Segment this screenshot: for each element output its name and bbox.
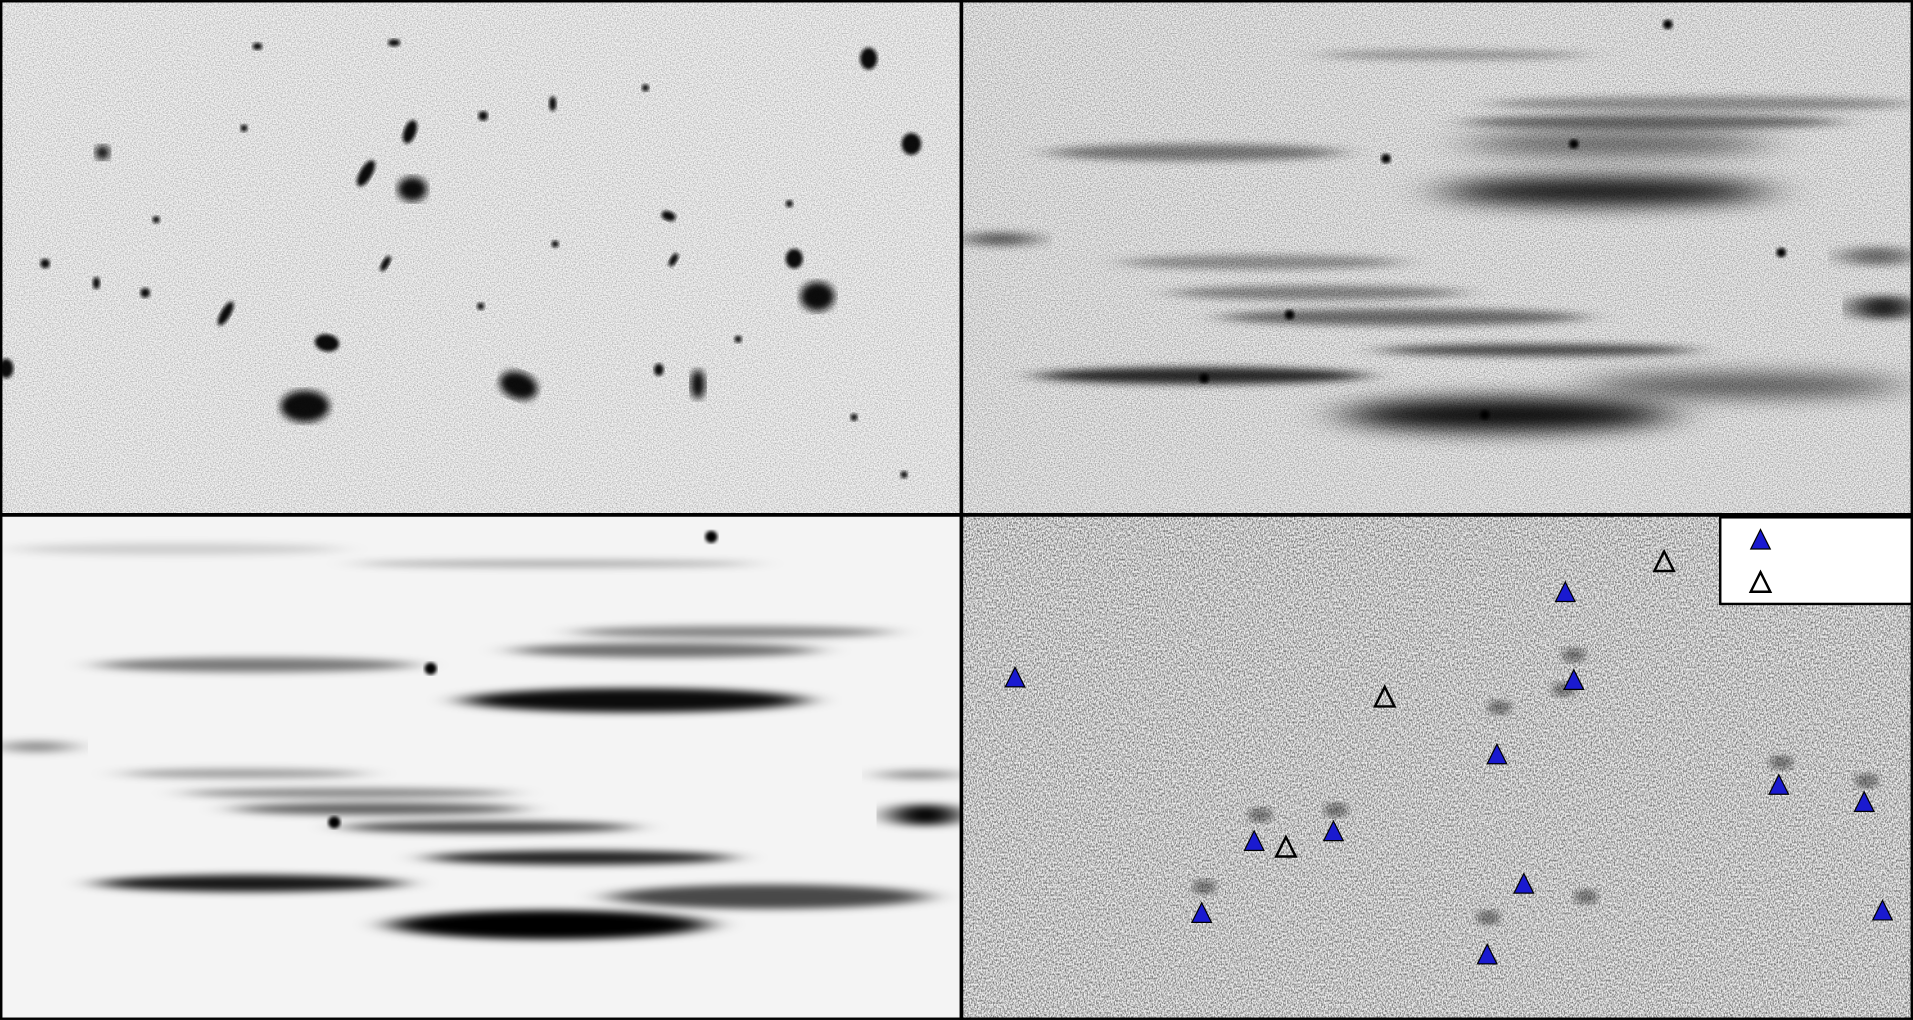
model-source	[425, 663, 437, 675]
model-spectrum	[232, 803, 525, 815]
model-spectrum	[573, 626, 890, 638]
panel-model	[0, 516, 960, 1020]
model-spectrum	[354, 560, 757, 567]
model-spectrum	[0, 741, 73, 753]
model-spectrum	[98, 875, 403, 892]
model-spectrum	[122, 769, 366, 779]
model-spectrum	[512, 643, 817, 658]
model-spectrum	[878, 770, 960, 780]
model-spectrum	[610, 885, 927, 909]
model-source	[705, 531, 717, 543]
model-spectrum	[464, 688, 806, 712]
noise	[963, 0, 1913, 514]
page: (() => { const NS = 'http://www.w3.org/2…	[0, 0, 1913, 1020]
model-spectrum	[98, 658, 415, 673]
model-spectrum	[12, 543, 341, 555]
model-spectrum	[390, 910, 707, 939]
model-spectrum	[183, 788, 512, 798]
model-source	[328, 816, 340, 828]
legend-box	[1720, 517, 1913, 604]
model-spectrum	[427, 850, 732, 865]
noise	[0, 0, 960, 514]
model-spectrum	[891, 804, 961, 826]
model-spectrum	[342, 821, 635, 833]
image-mosaic	[0, 0, 1913, 1020]
